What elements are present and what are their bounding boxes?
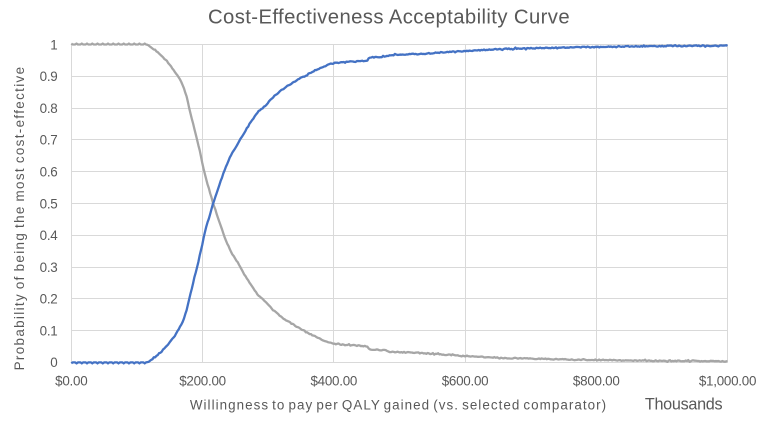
svg-text:0.7: 0.7	[40, 133, 58, 148]
svg-text:0.1: 0.1	[40, 323, 58, 338]
svg-text:Cost-Effectiveness Acceptabili: Cost-Effectiveness Acceptability Curve	[208, 7, 570, 29]
svg-text:$600.00: $600.00	[442, 374, 489, 389]
svg-text:$400.00: $400.00	[310, 374, 357, 389]
svg-text:0.6: 0.6	[40, 164, 58, 179]
svg-text:Willingness to pay per QALY ga: Willingness to pay per QALY gained (vs. …	[190, 398, 607, 413]
svg-text:0.9: 0.9	[40, 69, 58, 84]
svg-text:$800.00: $800.00	[573, 374, 620, 389]
svg-text:1: 1	[50, 37, 57, 52]
svg-text:$200.00: $200.00	[179, 374, 226, 389]
svg-text:0: 0	[50, 355, 57, 370]
svg-text:0.3: 0.3	[40, 260, 58, 275]
svg-text:$0.00: $0.00	[55, 374, 87, 389]
svg-text:$1,000.00: $1,000.00	[699, 374, 756, 389]
svg-text:Thousands: Thousands	[645, 396, 723, 414]
svg-text:0.2: 0.2	[40, 292, 58, 307]
svg-text:0.4: 0.4	[40, 228, 59, 243]
svg-text:0.8: 0.8	[40, 101, 58, 116]
svg-text:0.5: 0.5	[40, 196, 58, 211]
svg-text:Probability of being the most: Probability of being the most cost-effec…	[12, 66, 27, 371]
